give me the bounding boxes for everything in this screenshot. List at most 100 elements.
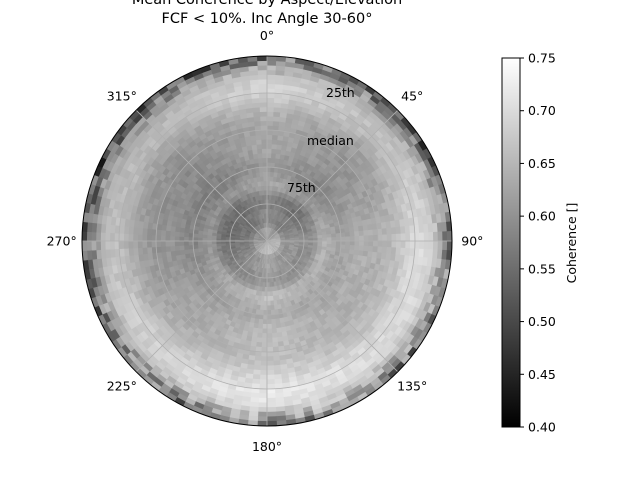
heatmap-cell [266,370,275,376]
heatmap-cell [258,92,268,99]
heatmap-cell [442,231,448,242]
heatmap-cell [258,88,268,94]
heatmap-cell [367,229,374,236]
heatmap-cell [266,92,276,99]
heatmap-cell [271,328,277,334]
heatmap-cell [266,393,276,399]
heatmap-cell [258,393,268,399]
heatmap-cell [262,314,268,320]
heatmap-cell [271,143,278,150]
heatmap-cell [259,374,268,381]
heatmap-cell [188,244,194,250]
heatmap-cell [428,240,434,251]
angular-tick-label: 0° [260,28,274,43]
heatmap-cell [266,106,275,112]
heatmap-cell [192,240,199,246]
heatmap-cell [266,296,271,302]
heatmap-cell [261,337,268,344]
heatmap-cell [409,240,416,250]
heatmap-cell [266,115,274,122]
heatmap-cell [386,240,393,248]
heatmap-cell [382,240,388,248]
heatmap-cell [259,97,268,103]
heatmap-cell [266,333,273,339]
colorbar-tick-label: 0.75 [528,51,556,66]
heatmap-cell [270,305,275,311]
heatmap-cell [118,232,125,242]
heatmap-cell [192,244,199,250]
heatmap-cell [266,120,274,126]
heatmap-cell [266,300,271,307]
colorbar-label: Coherence [] [564,203,579,284]
heatmap-cell [326,240,333,245]
heatmap-cell [260,360,268,367]
heatmap-cell [266,309,272,316]
heatmap-cell [271,337,278,343]
heatmap-cell [137,233,143,242]
heatmap-cell [151,234,157,242]
heatmap-cell [271,152,277,159]
heatmap-cell [257,411,268,418]
heatmap-cell [160,240,166,247]
heatmap-cell [259,101,268,108]
heatmap-cell [263,185,268,191]
heatmap-cell [358,245,365,252]
heatmap-cell [273,369,282,376]
heatmap-cell [259,370,268,376]
heatmap-cell [335,240,342,246]
colorbar-tick-label: 0.55 [528,261,556,276]
heatmap-cell [395,247,402,256]
heatmap-cell [257,406,268,413]
heatmap-cell [428,231,434,242]
heatmap-cell [266,152,272,159]
heatmap-cell [391,233,397,242]
heatmap-cell [273,111,281,118]
heatmap-cell [272,120,280,127]
heatmap-cell [266,64,277,71]
heatmap-cell [127,240,134,249]
heatmap-cell [273,364,281,371]
heatmap-cell [266,402,277,408]
ring-label-75th: 75th [287,180,316,195]
heatmap-cell [266,111,275,117]
heatmap-cell [257,148,263,154]
heatmap-cell [183,244,190,251]
heatmap-cell [137,247,144,255]
heatmap-cell [197,244,203,249]
heatmap-cell [423,232,430,242]
heatmap-cell [349,231,356,237]
heatmap-cell [160,235,166,242]
heatmap-cell [257,152,263,159]
heatmap-cell [178,231,185,237]
heatmap-cell [260,180,265,187]
heatmap-cell [340,236,346,242]
heatmap-cell [90,240,97,251]
heatmap-cell [178,245,185,251]
heatmap-cell [86,240,92,251]
heatmap-cell [201,240,208,245]
heatmap-cell [344,231,351,238]
heatmap-cell [197,240,203,245]
heatmap-cell [188,240,194,246]
colorbar-tick-label: 0.70 [528,103,556,118]
heatmap-cell [261,148,268,154]
heatmap-cell [258,383,268,390]
heatmap-cell [263,300,268,307]
heatmap-cell [270,309,276,316]
heatmap-cell [266,157,272,163]
heatmap-cell [266,291,271,297]
heatmap-cell [104,240,111,250]
heatmap-cell [419,240,425,250]
heatmap-cell [266,56,277,62]
heatmap-cell [259,111,268,117]
heatmap-cell [266,175,271,182]
heatmap-cell [256,332,263,339]
heatmap-cell [118,240,125,250]
heatmap-cell [377,240,383,248]
heatmap-cell [354,245,360,251]
chart-title-line1: Mean Coherence by Aspect/Elevation [132,0,402,8]
heatmap-cell [335,232,342,238]
heatmap-cell [368,240,374,247]
heatmap-cell [164,235,171,242]
heatmap-cell [272,341,279,348]
